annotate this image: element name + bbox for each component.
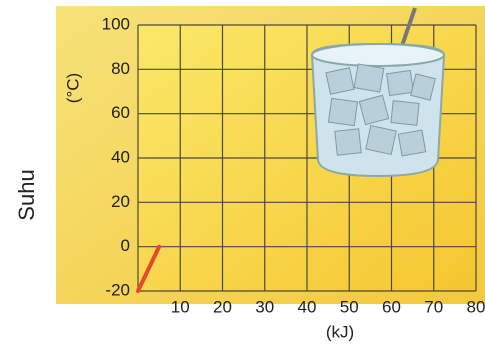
x-tick-label: 40 xyxy=(298,297,317,316)
x-tick-label: 10 xyxy=(171,297,190,316)
y-tick-label: 80 xyxy=(111,59,130,78)
page: {"chart_data": {"type": "line", "y_label… xyxy=(0,0,485,350)
x-tick-label: 60 xyxy=(382,297,401,316)
y-tick-label: -20 xyxy=(105,280,130,299)
y-tick-label: 100 xyxy=(102,14,130,33)
x-tick-label: 80 xyxy=(467,297,485,316)
chart: Suhu (°C) (kJ) -20 0 20 40 60 80 100 10 20 30 40 50… xyxy=(0,0,485,350)
y-axis-unit: (°C) xyxy=(63,73,82,103)
y-tick-label: 40 xyxy=(111,147,130,166)
x-tick-label: 20 xyxy=(213,297,232,316)
y-tick-label: 0 xyxy=(121,236,130,255)
x-tick-label: 70 xyxy=(424,297,443,316)
y-tick-label: 20 xyxy=(111,192,130,211)
x-axis-label: (kJ) xyxy=(326,322,354,341)
y-tick-label: 60 xyxy=(111,103,130,122)
x-tick-label: 30 xyxy=(255,297,274,316)
y-axis-label: Suhu xyxy=(14,169,39,220)
x-tick-label: 50 xyxy=(340,297,359,316)
